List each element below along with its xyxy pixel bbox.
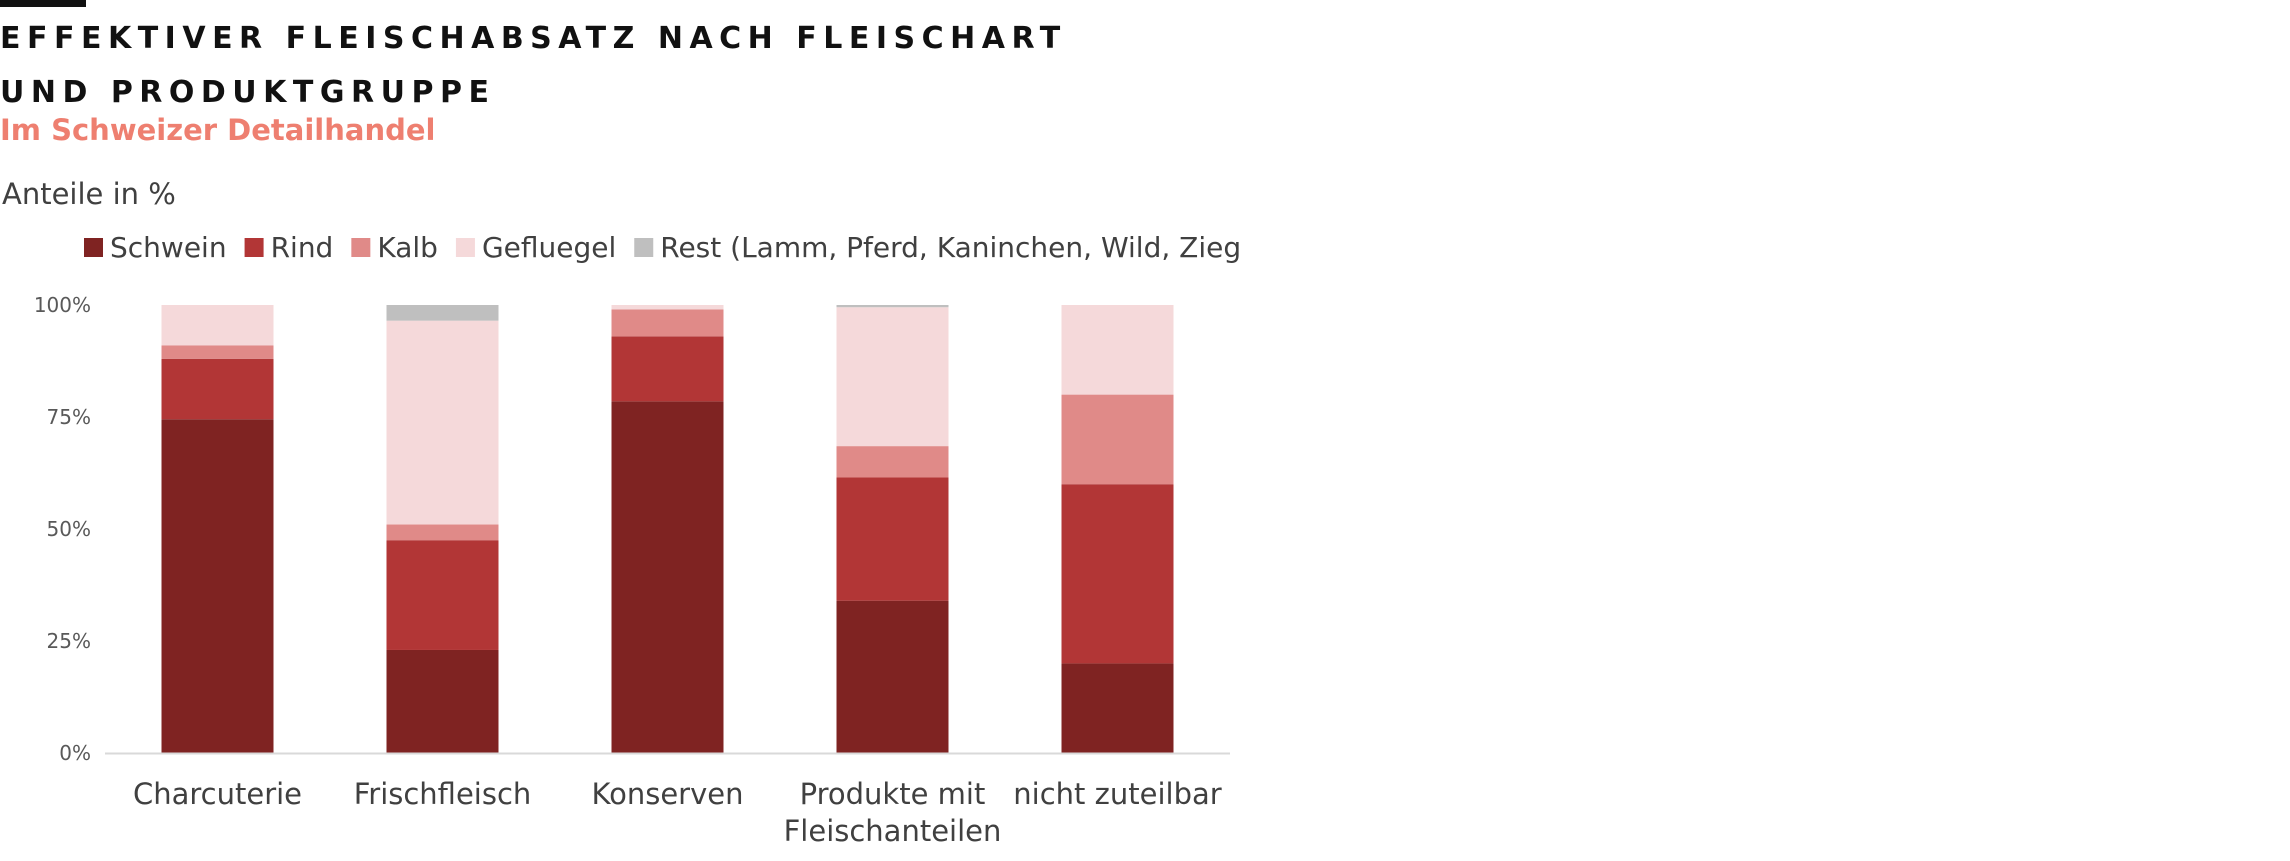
bar-segment-2-3 — [611, 305, 724, 310]
y-tick-label-3: 75% — [47, 405, 91, 429]
x-category-label-3: Produkte mit Fleischanteilen — [784, 777, 1002, 848]
bar-segment-0-1 — [161, 358, 274, 420]
x-category-label-2: Konserven — [592, 777, 744, 811]
bar-segment-3-3 — [836, 307, 949, 447]
bar-segment-2-2 — [611, 309, 724, 337]
y-tick-label-0: 0% — [59, 741, 91, 765]
bar-segment-3-2 — [836, 446, 949, 478]
stacked-bar-chart: Schwein Rind Kalb Gefluegel Rest (Lamm, Pfer… — [34, 231, 1240, 848]
legend-label-3: Gefluegel — [482, 231, 616, 264]
bar-segment-1-4 — [386, 305, 499, 321]
bar-segment-4-0 — [1061, 663, 1174, 753]
title-accent-bar — [0, 0, 86, 7]
bar-segment-0-0 — [161, 419, 274, 753]
bar-segment-3-1 — [836, 477, 949, 601]
legend-label-0: Schwein — [110, 231, 227, 264]
chart-title: EFFEKTIVER FLEISCHABSATZ NACH FLEISCHART… — [0, 21, 1067, 110]
legend-swatch-1 — [244, 238, 264, 257]
bars — [161, 305, 1174, 753]
legend-swatch-4 — [634, 238, 654, 257]
bar-segment-4-1 — [1061, 484, 1174, 664]
x-category-label-1: Frischfleisch — [354, 777, 532, 811]
y-tick-label-4: 100% — [34, 293, 91, 317]
legend-swatch-3 — [455, 238, 475, 257]
y-tick-label-2: 50% — [47, 517, 91, 541]
bar-segment-4-3 — [1061, 305, 1174, 395]
y-axis: 0% 25% 50% 75% 100% — [34, 293, 91, 765]
bar-segment-1-1 — [386, 540, 499, 650]
units-label: Anteile in % — [2, 177, 176, 211]
bar-segment-1-3 — [386, 320, 499, 525]
bar-segment-3-4 — [836, 305, 949, 308]
x-category-label-4: nicht zuteilbar — [1013, 777, 1221, 811]
x-category-label-0: Charcuterie — [133, 777, 302, 811]
legend-label-1: Rind — [271, 231, 334, 264]
bar-segment-2-1 — [611, 336, 724, 402]
bar-segment-3-0 — [836, 600, 949, 753]
bar-segment-4-2 — [1061, 394, 1174, 485]
chart-subtitle: Im Schweizer Detailhandel — [0, 113, 436, 147]
bar-segment-1-2 — [386, 524, 499, 541]
legend: Schwein Rind Kalb Gefluegel Rest (Lamm, Pfer… — [84, 231, 1240, 264]
legend-label-4: Rest (Lamm, Pferd, Kaninchen, Wild, Zieg… — [660, 231, 1240, 264]
bar-segment-1-0 — [386, 649, 499, 753]
bar-segment-0-3 — [161, 305, 274, 346]
x-axis: Charcuterie Frischfleisch Konserven Produkt… — [105, 752, 1230, 848]
bar-segment-0-2 — [161, 345, 274, 359]
y-tick-label-1: 25% — [47, 629, 91, 653]
legend-label-2: Kalb — [377, 231, 438, 264]
legend-swatch-2 — [351, 238, 371, 257]
legend-swatch-0 — [84, 238, 103, 257]
bar-segment-2-0 — [611, 401, 724, 753]
